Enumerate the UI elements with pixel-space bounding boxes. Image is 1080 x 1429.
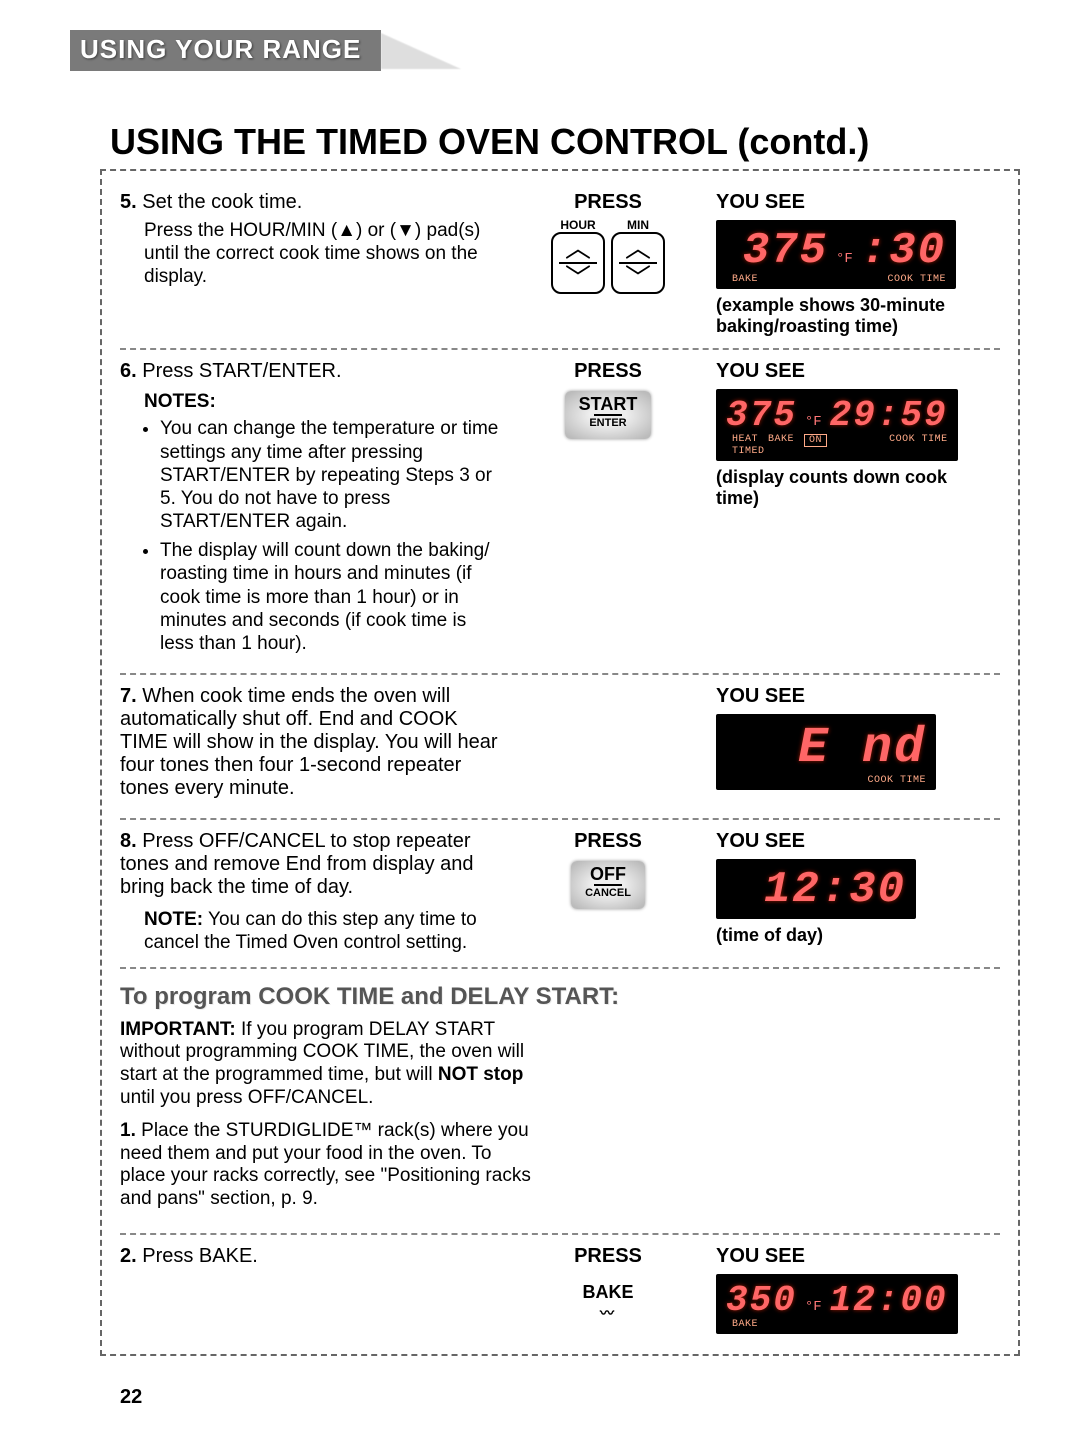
enter-label: ENTER [579, 418, 638, 429]
min-down-icon[interactable]: ﹀ [613, 268, 663, 288]
bake-label: BAKE [582, 1282, 633, 1302]
on-indicator: ON [804, 434, 827, 447]
note-bold: NOTE: [144, 909, 203, 930]
step5-lead: Set the cook time. [142, 191, 302, 213]
disp-time: 29:59 [830, 395, 948, 436]
delay-step2: Press BAKE. [142, 1245, 258, 1267]
you-see-header: YOU SEE [716, 360, 1000, 383]
press-header: PRESS [518, 1245, 698, 1268]
hour-label: HOUR [551, 218, 605, 232]
display-panel: 375 °F 29:59 HEAT BAKE ON COOK TIME TIME… [716, 389, 958, 461]
display-panel: 375 °F :30 BAKE COOK TIME [716, 220, 956, 289]
step8-body: Press OFF/CANCEL to stop repeater tones … [120, 830, 474, 898]
min-pad[interactable]: ︿ ﹀ [611, 232, 665, 294]
disp-clock: 12:30 [764, 865, 906, 915]
press-header: PRESS [518, 830, 698, 853]
display-panel: E nd COOK TIME [716, 714, 936, 790]
disp-unit: °F [836, 251, 853, 267]
disp-time: 12:00 [830, 1280, 948, 1321]
disp-temp: 350 [726, 1280, 797, 1321]
disp-time: :30 [861, 226, 946, 276]
disp-temp: 375 [726, 395, 797, 436]
delay-step1: Place the STURDIGLIDE™ rack(s) where you… [120, 1120, 531, 1209]
you-see-header: YOU SEE [716, 1245, 1000, 1268]
section-tab-tail [381, 33, 461, 69]
you-see-header: YOU SEE [716, 191, 1000, 214]
step5-num: 5. [120, 191, 137, 213]
step5-yousee: YOU SEE 375 °F :30 BAKE COOK TIME (examp… [716, 191, 1000, 336]
step-6-row: 6. Press START/ENTER. NOTES: You can cha… [120, 350, 1000, 675]
step6-caption: (display counts down cook time) [716, 467, 976, 508]
step5-press: PRESS HOUR MIN ︿ ﹀ ︿ ﹀ [518, 191, 698, 336]
delay-start-intro: To program COOK TIME and DELAY START: IM… [120, 969, 1000, 1235]
delay-heading: To program COOK TIME and DELAY START: [120, 983, 1000, 1011]
step6-lead: Press START/ENTER. [142, 360, 341, 382]
delay-step1-num: 1. [120, 1120, 136, 1141]
bake-button[interactable]: BAKE 〰 [518, 1282, 698, 1323]
off-cancel-button[interactable]: OFF CANCEL [571, 861, 645, 909]
step6-num: 6. [120, 360, 137, 382]
step8-num: 8. [120, 830, 137, 852]
disp-bake-label: BAKE [732, 274, 758, 285]
disp-end: E nd [726, 720, 926, 777]
notes-heading: NOTES: [144, 391, 500, 413]
you-see-header: YOU SEE [716, 685, 1000, 708]
content-box: 5. Set the cook time. Press the HOUR/MIN… [100, 169, 1020, 1356]
arrow-pads: ︿ ﹀ ︿ ﹀ [518, 232, 698, 294]
disp-cooktime-label: COOK TIME [887, 274, 946, 285]
press-header: PRESS [518, 360, 698, 383]
step7-body: When cook time ends the oven will automa… [120, 685, 498, 799]
step7-num: 7. [120, 685, 137, 707]
step-5-row: 5. Set the cook time. Press the HOUR/MIN… [120, 181, 1000, 350]
step8-caption: (time of day) [716, 925, 976, 946]
min-up-icon[interactable]: ︿ [613, 238, 663, 258]
you-see-header: YOU SEE [716, 830, 1000, 853]
step-7-row: 7. When cook time ends the oven will aut… [120, 675, 1000, 820]
delay-step2-num: 2. [120, 1245, 137, 1267]
step6-bullet1: You can change the temperature or time s… [160, 417, 500, 533]
page-title: USING THE TIMED OVEN CONTROL (contd.) [110, 121, 1000, 163]
hour-pad[interactable]: ︿ ﹀ [551, 232, 605, 294]
press-header: PRESS [518, 191, 698, 214]
section-tab: USING YOUR RANGE [70, 30, 1040, 71]
disp-temp: 375 [743, 226, 828, 276]
off-label: OFF [590, 864, 626, 884]
important-label: IMPORTANT: [120, 1019, 236, 1040]
start-label: START [579, 394, 638, 414]
step-5-text: 5. Set the cook time. Press the HOUR/MIN… [120, 191, 500, 336]
start-enter-button[interactable]: START ENTER [565, 391, 652, 439]
step6-bullet2: The display will count down the baking/ … [160, 539, 500, 655]
cancel-label: CANCEL [585, 888, 631, 899]
display-panel: 350 °F 12:00 BAKE [716, 1274, 958, 1334]
step5-caption: (example shows 30-minute baking/roasting… [716, 295, 976, 336]
step5-body: Press the HOUR/MIN (▲) or (▼) pad(s) unt… [144, 220, 500, 288]
page-number: 22 [120, 1386, 1040, 1409]
hour-down-icon[interactable]: ﹀ [553, 268, 603, 288]
display-panel: 12:30 [716, 859, 916, 919]
min-label: MIN [611, 218, 665, 232]
delay-step2-row: 2. Press BAKE. PRESS BAKE 〰 YOU SEE 350 … [120, 1235, 1000, 1346]
hour-up-icon[interactable]: ︿ [553, 238, 603, 258]
step-8-row: 8. Press OFF/CANCEL to stop repeater ton… [120, 820, 1000, 969]
section-tab-label: USING YOUR RANGE [70, 30, 381, 71]
